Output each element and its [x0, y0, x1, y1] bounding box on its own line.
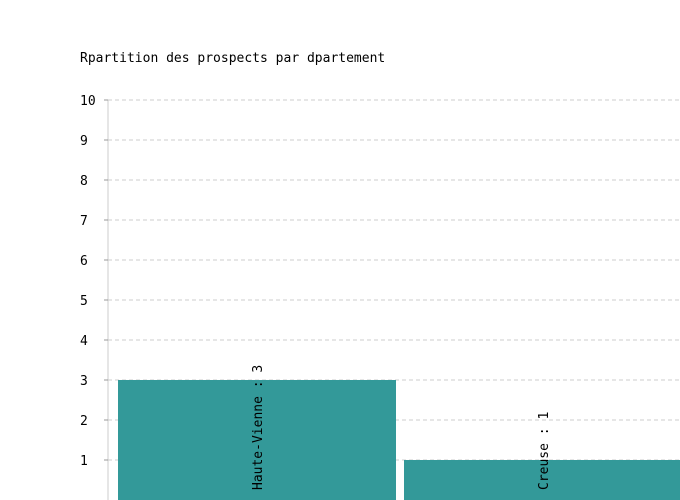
bar-data-label: Creuse : 1: [537, 412, 552, 490]
y-tick-label: 9: [80, 134, 88, 149]
bar-haute-vienne: [118, 380, 396, 500]
y-tick-label: 2: [80, 414, 88, 429]
bar-creuse: [404, 460, 680, 500]
y-tick-label: 1: [80, 454, 88, 469]
y-tick-label: 8: [80, 174, 88, 189]
chart-title: Rpartition des prospects par dpartement: [80, 51, 385, 66]
y-tick-label: 7: [80, 214, 88, 229]
y-tick-label: 4: [80, 334, 88, 349]
y-axis-ticks: 1 2 3 4 5 6 7 8 9 10: [80, 94, 108, 469]
bars: Haute-Vienne : 3 Creuse : 1: [118, 365, 680, 500]
y-tick-label: 10: [80, 94, 96, 109]
y-tick-label: 3: [80, 374, 88, 389]
y-tick-label: 5: [80, 294, 88, 309]
y-tick-label: 6: [80, 254, 88, 269]
bar-data-label: Haute-Vienne : 3: [251, 365, 266, 490]
